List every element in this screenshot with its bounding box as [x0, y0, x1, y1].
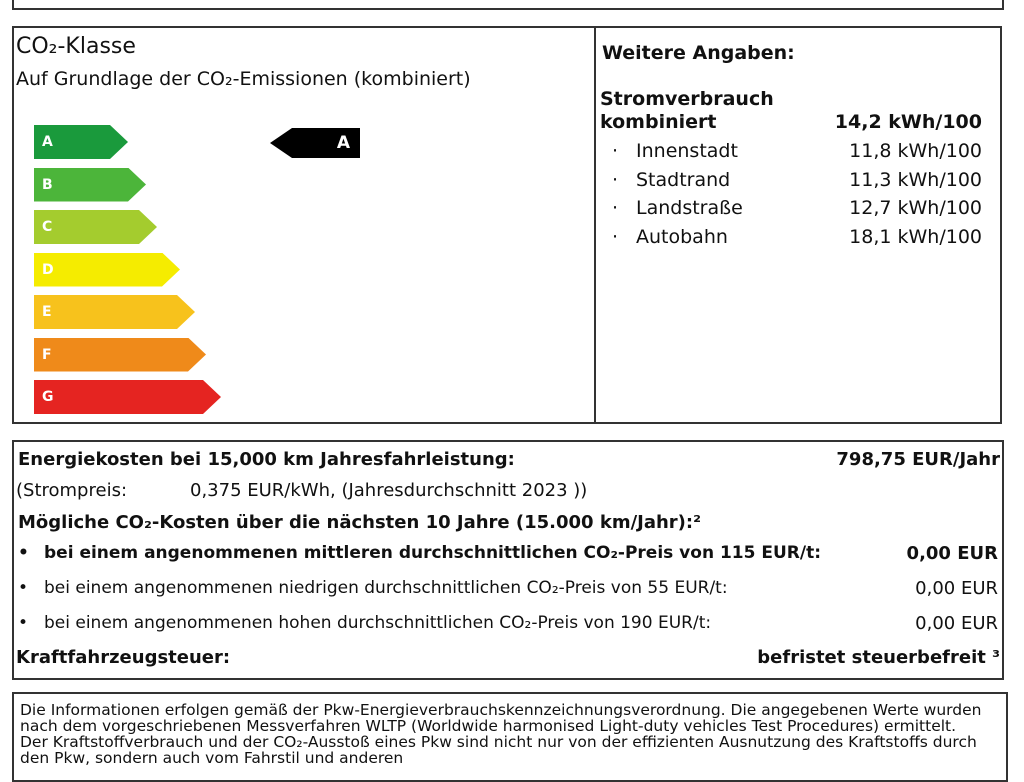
scenario-label: bei einem angenommenen niedrigen durchsc…	[44, 578, 728, 598]
tax-label: Kraftfahrzeugsteuer:	[16, 647, 231, 668]
bullet: •	[18, 543, 29, 563]
item-value: 12,7 kWh/100	[849, 197, 982, 220]
item-name: Landstraße	[636, 197, 743, 220]
bullet: •	[18, 578, 29, 598]
scenario-label: bei einem angenommenen hohen durchschnit…	[44, 613, 712, 633]
class-arrow: F	[34, 338, 206, 372]
co2-subtitle: Auf Grundlage der CO₂-Emissionen (kombin…	[16, 68, 471, 90]
class-arrow: E	[34, 295, 195, 329]
price-value: 0,375 EUR/kWh, (Jahresdurchschnitt 2023 …	[190, 480, 588, 501]
footer-box: Die Informationen erfolgen gemäß der Pkw…	[12, 692, 1008, 782]
energy-value: 798,75 EUR/Jahr	[836, 449, 1000, 470]
vehicle-class: A	[270, 128, 360, 158]
energy-label: Energiekosten bei 15,000 km Jahresfahrle…	[18, 449, 515, 470]
item-value: 18,1 kWh/100	[849, 226, 982, 249]
further-heading: Weitere Angaben:	[602, 42, 795, 64]
tax-value: befristet steuerbefreit ³	[757, 647, 1000, 668]
class-arrow: D	[34, 253, 180, 287]
consumption-value: 14,2 kWh/100	[834, 111, 982, 133]
class-arrow: G	[34, 380, 221, 414]
label-box	[12, 26, 1002, 424]
bullet: ·	[612, 168, 619, 191]
scenario-label: bei einem angenommenen mittleren durchsc…	[44, 543, 822, 563]
top-box	[12, 0, 1004, 10]
co2-costs-heading: Mögliche CO₂-Kosten über die nächsten 10…	[18, 512, 701, 533]
footer-text: Die Informationen erfolgen gemäß der Pkw…	[20, 701, 982, 767]
item-value: 11,3 kWh/100	[849, 168, 982, 191]
item-name: Innenstadt	[636, 140, 738, 162]
scenario-value: 0,00 EUR	[915, 613, 998, 634]
class-arrow: A	[34, 125, 128, 159]
consumption-label: Stromverbrauch	[600, 88, 774, 110]
costs-box	[12, 440, 1004, 680]
scenario-value: 0,00 EUR	[915, 578, 998, 599]
item-name: Stadtrand	[636, 168, 731, 191]
class-arrow: B	[34, 168, 146, 202]
class-arrow: C	[34, 210, 157, 244]
price-label: (Strompreis:	[16, 480, 128, 501]
consumption-label: kombiniert	[600, 111, 717, 133]
co2-title: CO₂-Klasse	[16, 34, 136, 59]
bullet: ·	[612, 197, 619, 220]
divider	[594, 26, 596, 424]
bullet: ·	[612, 140, 619, 162]
item-name: Autobahn	[636, 226, 728, 249]
item-value: 11,8 kWh/100	[849, 140, 982, 162]
scenario-value: 0,00 EUR	[906, 543, 998, 564]
bullet: •	[18, 613, 29, 633]
bullet: ·	[612, 226, 619, 249]
